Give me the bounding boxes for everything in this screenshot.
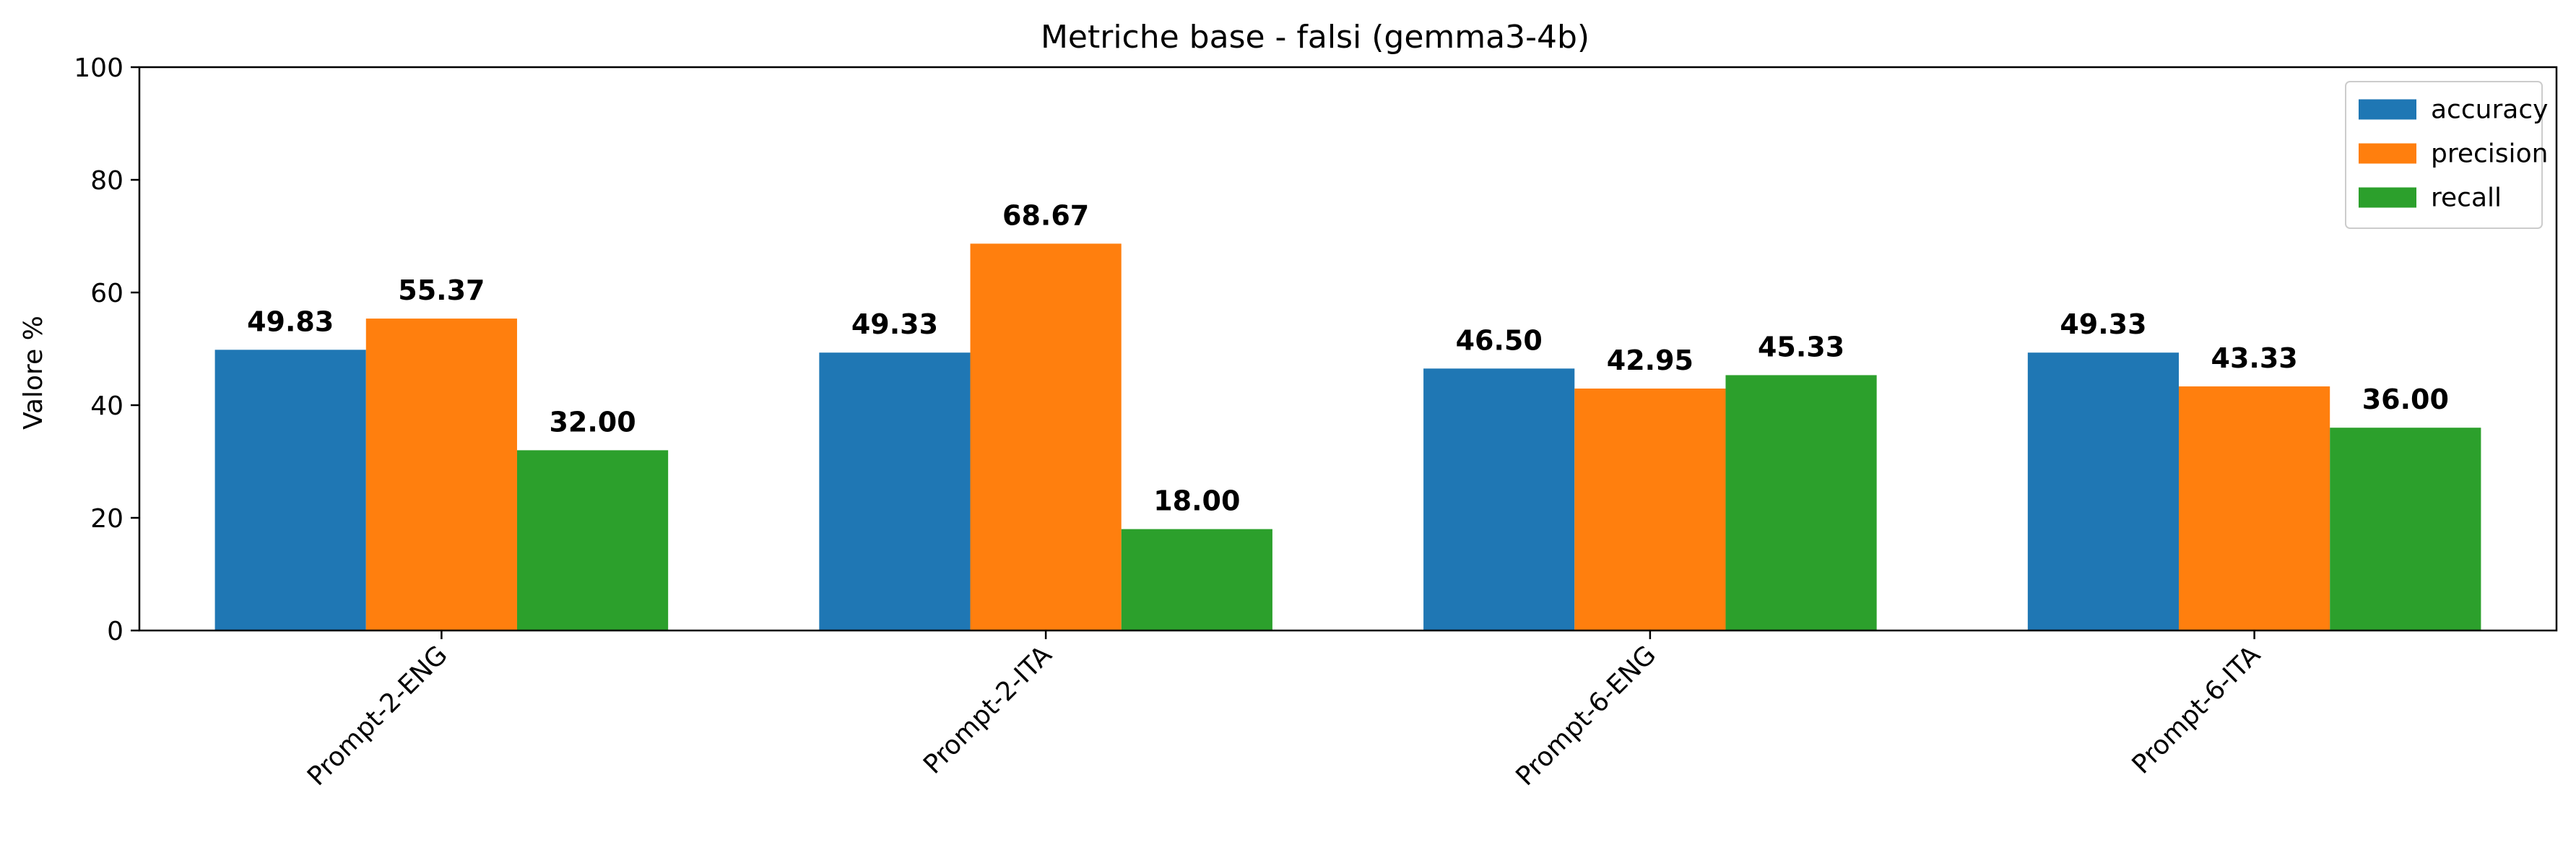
chart-title: Metriche base - falsi (gemma3-4b) xyxy=(1041,19,1590,56)
data-label-accuracy-prompt-2-ita: 49.33 xyxy=(851,308,938,340)
bar-precision-prompt-6-ita xyxy=(2179,386,2330,630)
data-label-accuracy-prompt-6-ita: 49.33 xyxy=(2060,308,2146,340)
y-tick-label: 60 xyxy=(90,279,123,308)
data-label-accuracy-prompt-6-eng: 46.50 xyxy=(1456,324,1543,356)
bar-precision-prompt-2-ita xyxy=(970,243,1122,630)
bar-precision-prompt-6-eng xyxy=(1574,388,1726,630)
legend-swatch-recall xyxy=(2359,187,2416,208)
plot-frame xyxy=(138,66,2558,632)
data-label-recall-prompt-6-ita: 36.00 xyxy=(2362,384,2449,415)
y-tick-label: 40 xyxy=(90,391,123,421)
y-tick-label: 80 xyxy=(90,166,123,196)
data-label-precision-prompt-6-eng: 42.95 xyxy=(1607,344,1694,376)
bar-recall-prompt-6-eng xyxy=(1725,375,1877,630)
bar-recall-prompt-2-eng xyxy=(516,450,669,630)
legend-label-accuracy: accuracy xyxy=(2431,95,2548,125)
data-label-recall-prompt-6-eng: 45.33 xyxy=(1758,331,1844,363)
bar-recall-prompt-6-ita xyxy=(2330,428,2481,630)
bar-accuracy-prompt-6-eng xyxy=(1423,368,1575,630)
y-tick-label: 0 xyxy=(107,617,123,646)
legend-swatch-precision xyxy=(2359,143,2416,164)
data-label-precision-prompt-2-eng: 55.37 xyxy=(398,274,485,306)
data-label-recall-prompt-2-ita: 18.00 xyxy=(1153,485,1240,517)
y-axis-ticks: 0 20 40 60 80 100 xyxy=(74,53,139,646)
bar-accuracy-prompt-6-ita xyxy=(2027,352,2180,630)
bar-accuracy-prompt-2-eng xyxy=(214,350,366,630)
bar-recall-prompt-2-ita xyxy=(1121,529,1272,630)
y-tick-label: 20 xyxy=(90,504,123,534)
legend-label-precision: precision xyxy=(2431,139,2548,169)
legend-label-recall: recall xyxy=(2431,183,2502,213)
data-label-precision-prompt-6-ita: 43.33 xyxy=(2211,342,2298,374)
legend-swatch-accuracy xyxy=(2359,99,2416,120)
data-labels-group: 49.83 49.33 46.50 49.33 55.37 68.67 42.95 43.33… xyxy=(247,199,2449,516)
data-label-accuracy-prompt-2-eng: 49.83 xyxy=(247,306,334,337)
bar-accuracy-prompt-2-ita xyxy=(819,352,971,630)
data-label-recall-prompt-2-eng: 32.00 xyxy=(549,406,636,438)
y-axis-label: Valore % xyxy=(19,316,48,430)
data-label-precision-prompt-2-ita: 68.67 xyxy=(1002,199,1089,231)
y-tick-label: 100 xyxy=(74,53,123,83)
bar-precision-prompt-2-eng xyxy=(365,318,517,630)
bars-group xyxy=(214,243,2481,630)
legend: accuracy precision recall xyxy=(2345,81,2548,229)
